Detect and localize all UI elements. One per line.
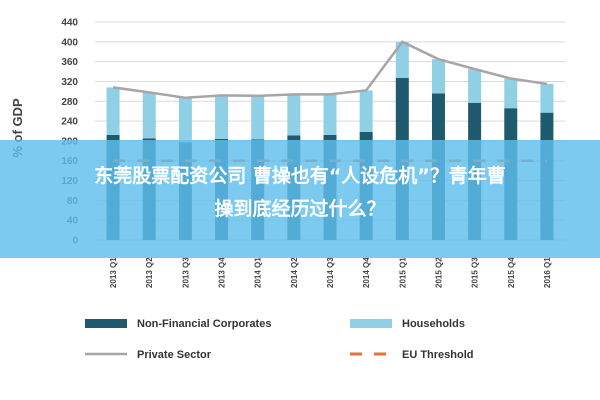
y-tick-label: 440 [61, 18, 78, 29]
x-tick-label: 2016 Q1 [543, 257, 552, 288]
y-tick-label: 360 [61, 57, 78, 68]
y-tick-label: 240 [61, 117, 78, 128]
bar-households [323, 94, 337, 135]
bar-households [468, 69, 482, 103]
x-tick-label: 2013 Q4 [218, 257, 227, 288]
caption-banner [0, 140, 600, 258]
bar-households [359, 90, 373, 132]
legend-label: Private Sector [137, 349, 212, 361]
bar-households [178, 97, 192, 143]
caption-line-1: 东莞股票配资公司 曹操也有“人设危机”？青年曹 [94, 165, 506, 187]
legend-label: Households [402, 318, 465, 330]
caption-text: 东莞股票配资公司 曹操也有“人设危机”？青年曹 操到底经历过什么？ [0, 160, 600, 226]
x-tick-label: 2015 Q1 [398, 257, 407, 288]
legend-swatch [350, 319, 392, 328]
x-tick-label: 2015 Q3 [471, 257, 480, 288]
y-tick-label: 400 [61, 37, 78, 48]
bar-households [215, 95, 229, 139]
x-axis-ticks: 2013 Q1 2013 Q2 2013 Q3 2013 Q4 2014 Q1 2014 … [109, 257, 552, 288]
bar-households [142, 92, 156, 139]
x-tick-label: 2015 Q4 [507, 257, 516, 288]
bar-households [431, 59, 445, 94]
caption-line-2: 操到底经历过什么？ [214, 198, 386, 220]
legend-label: EU Threshold [402, 349, 474, 361]
bar-households [395, 41, 409, 78]
legend: Non-Financial Corporates Households Privat… [85, 318, 474, 361]
bar-households [287, 94, 301, 136]
x-tick-label: 2013 Q2 [145, 257, 154, 288]
line-private-sector [112, 40, 548, 100]
x-tick-label: 2014 Q1 [254, 257, 263, 288]
bar-households [504, 78, 518, 109]
bar-households [106, 87, 120, 135]
legend-label: Non-Financial Corporates [137, 318, 271, 330]
legend-swatch [85, 319, 127, 328]
bar-households [540, 83, 554, 113]
x-tick-label: 2014 Q4 [362, 257, 371, 288]
x-tick-label: 2013 Q3 [181, 257, 190, 288]
x-tick-label: 2014 Q3 [326, 257, 335, 288]
y-tick-label: 280 [61, 97, 78, 108]
y-tick-label: 320 [61, 77, 78, 88]
bar-households [251, 95, 265, 140]
x-tick-label: 2014 Q2 [290, 257, 299, 288]
x-tick-label: 2013 Q1 [109, 257, 118, 288]
x-tick-label: 2015 Q2 [434, 257, 443, 288]
